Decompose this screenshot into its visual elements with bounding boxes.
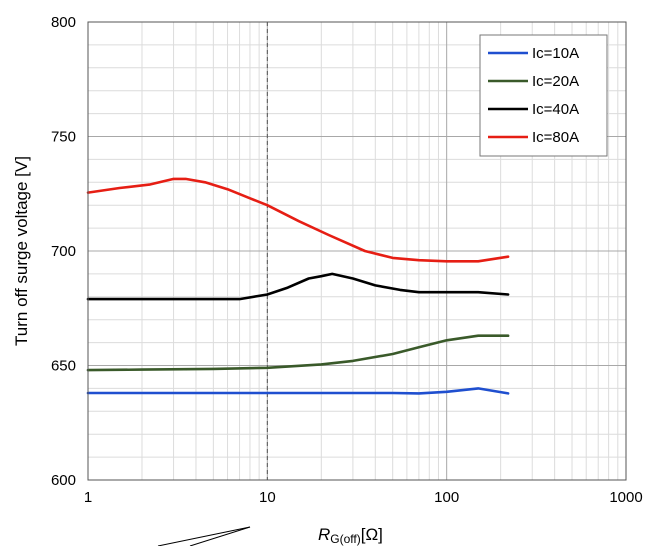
- x-axis-title-sub: G(off): [330, 532, 360, 546]
- y-tick-label: 800: [51, 14, 76, 31]
- x-axis-title: RG(off)[Ω]: [318, 525, 383, 546]
- arrow-decoration: [157, 526, 251, 546]
- x-tick-label: 1: [84, 489, 92, 506]
- legend-items: Ic=10A Ic=20A Ic=40A Ic=80A: [488, 45, 579, 146]
- legend-label: Ic=40A: [532, 101, 579, 118]
- y-tick-label: 750: [51, 129, 76, 146]
- y-tick-label: 700: [51, 243, 76, 260]
- series-line: [86, 272, 510, 301]
- legend-label: Ic=10A: [532, 45, 579, 62]
- x-tick-label: 100: [434, 489, 459, 506]
- series-layer: [86, 177, 510, 395]
- series-line: [86, 334, 510, 372]
- y-axis-title: Turn off surge voltage [V]: [12, 156, 31, 346]
- x-tick-label: 10: [259, 489, 276, 506]
- legend-label: Ic=80A: [532, 129, 579, 146]
- plot-frame: [87, 21, 627, 481]
- y-tick-label: 650: [51, 358, 76, 375]
- x-axis-title-unit: [Ω]: [361, 525, 383, 544]
- legend-label: Ic=20A: [532, 73, 579, 90]
- series-line: [86, 177, 510, 263]
- y-tick-labels: 600 650 700 750 800: [51, 14, 76, 489]
- series-line: [86, 387, 510, 395]
- y-tick-label: 600: [51, 472, 76, 489]
- x-tick-label: 1000: [609, 489, 642, 506]
- x-tick-labels: 1 10 100 1000: [84, 489, 643, 506]
- x-axis-title-main: R: [318, 525, 330, 544]
